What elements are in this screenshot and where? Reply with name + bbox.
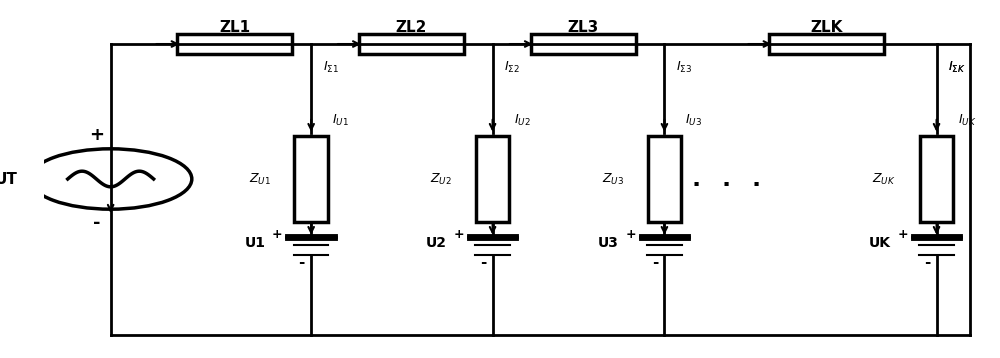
Text: $Z_{UK}$: $Z_{UK}$ (872, 171, 896, 187)
Bar (294, 136, 328, 222)
Bar (531, 34, 636, 54)
Text: $I_{\Sigma K}$: $I_{\Sigma K}$ (948, 59, 966, 75)
Text: U3: U3 (598, 236, 619, 250)
Text: $I_{U1}$: $I_{U1}$ (332, 113, 349, 128)
Bar (359, 34, 464, 54)
Text: $I_{U2}$: $I_{U2}$ (514, 113, 530, 128)
Bar (476, 136, 509, 222)
Text: U1: U1 (244, 236, 265, 250)
Text: ZL2: ZL2 (396, 20, 427, 35)
Text: $I_{\Sigma 1}$: $I_{\Sigma 1}$ (323, 59, 339, 75)
Text: ZL1: ZL1 (219, 20, 250, 35)
Text: $Z_{U2}$: $Z_{U2}$ (430, 171, 452, 187)
Text: $I_{UK}$: $I_{UK}$ (958, 113, 976, 128)
Text: ZLK: ZLK (811, 20, 843, 35)
Text: $I_{\Sigma K}$: $I_{\Sigma K}$ (948, 59, 965, 75)
Text: -: - (480, 255, 486, 270)
Text: $Z_{U1}$: $Z_{U1}$ (249, 171, 271, 187)
Text: $I_{\Sigma 3}$: $I_{\Sigma 3}$ (676, 59, 692, 75)
Text: -: - (298, 255, 305, 270)
Text: $I_{\Sigma 2}$: $I_{\Sigma 2}$ (504, 59, 520, 75)
Text: ZL3: ZL3 (568, 20, 599, 35)
Text: $Z_{U3}$: $Z_{U3}$ (602, 171, 624, 187)
Text: +: + (272, 228, 283, 241)
Bar (769, 34, 884, 54)
Bar (177, 34, 292, 54)
Text: U2: U2 (426, 236, 447, 250)
Text: +: + (625, 228, 636, 241)
Text: -: - (652, 255, 658, 270)
Text: +: + (453, 228, 464, 241)
Bar (648, 136, 681, 222)
Text: +: + (89, 126, 104, 144)
Bar (920, 136, 953, 222)
Text: UT: UT (0, 171, 17, 187)
Text: UK: UK (869, 236, 891, 250)
Text: $I_{U3}$: $I_{U3}$ (685, 113, 702, 128)
Text: +: + (897, 228, 908, 241)
Text: -: - (924, 255, 930, 270)
Text: -: - (93, 214, 100, 232)
Text: . . .: . . . (689, 167, 764, 191)
